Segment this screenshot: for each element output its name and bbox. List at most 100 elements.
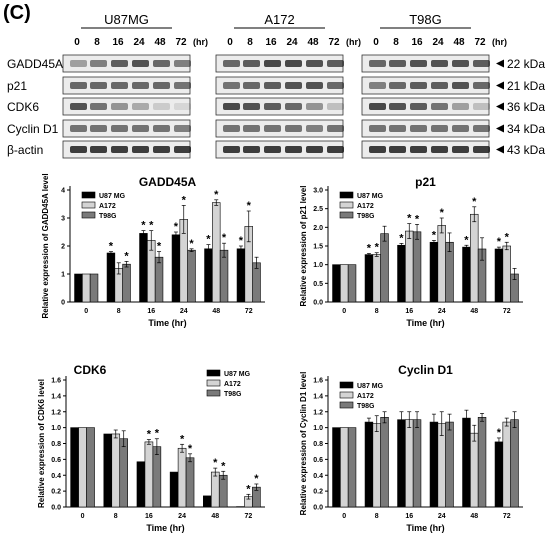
molecular-weight-label: 34 kDa	[507, 122, 545, 136]
x-tick-label: 8	[117, 308, 121, 315]
y-axis-label: Relative expression of p21 level	[299, 186, 308, 307]
blot-band	[70, 103, 87, 110]
timepoint-label: 0	[74, 37, 80, 48]
significance-marker: *	[472, 196, 477, 208]
significance-marker: *	[124, 250, 129, 262]
arrow-icon	[496, 124, 504, 133]
x-tick-label: 48	[212, 308, 220, 315]
significance-marker: *	[180, 433, 185, 445]
blot-band	[174, 60, 191, 67]
y-tick-label: 0.0	[51, 505, 61, 512]
bar	[412, 419, 422, 508]
blot-band	[306, 82, 323, 89]
bar	[412, 231, 422, 303]
legend-swatch	[81, 211, 96, 219]
bar	[437, 423, 446, 508]
timepoint-label: 48	[154, 37, 166, 48]
bar	[445, 421, 454, 508]
blot-strip	[62, 97, 191, 116]
bar	[502, 421, 511, 508]
legend-label: A172	[224, 381, 241, 388]
blot-band	[264, 60, 281, 67]
y-tick-label: 0.8	[313, 441, 323, 448]
bar	[380, 417, 389, 508]
x-tick-label: 16	[147, 308, 155, 315]
y-tick-label: 4	[61, 188, 65, 195]
blot-band	[389, 60, 406, 67]
blot-band	[264, 103, 281, 110]
chart-title: CDK6	[74, 363, 107, 377]
legend-label: U87 MG	[99, 193, 126, 200]
significance-marker: *	[415, 213, 420, 225]
blot-band	[90, 125, 107, 132]
legend-swatch	[339, 391, 354, 399]
timepoint-label: 24	[432, 37, 444, 48]
blot-band	[452, 82, 469, 89]
blot-band	[153, 125, 170, 132]
chart-2: CDK6 0.0 0.2 0.4 0.6 0.8 1.0 1.2 1.4 1.6 Relative …	[37, 363, 265, 533]
chart-title: GADD45A	[139, 175, 197, 189]
bar	[218, 474, 228, 508]
cell-line-label: T98G	[409, 12, 442, 27]
significance-marker: *	[174, 221, 179, 233]
blot-band	[452, 125, 469, 132]
bar	[185, 457, 195, 508]
bar	[122, 263, 131, 303]
x-tick-label: 16	[145, 513, 153, 520]
significance-marker: *	[440, 207, 445, 219]
bar	[364, 421, 374, 508]
bar	[204, 248, 213, 303]
y-tick-label: 1.2	[51, 409, 61, 416]
blot-band	[223, 60, 240, 67]
chart-title: p21	[415, 175, 436, 189]
y-tick-label: 1.0	[313, 425, 323, 432]
y-tick-label: 2.0	[313, 225, 323, 232]
x-tick-label: 16	[405, 308, 413, 315]
timepoint-label: 16	[265, 37, 277, 48]
legend-swatch	[339, 401, 354, 409]
y-axis-label: Relative expression of GADD45A level	[41, 173, 50, 318]
significance-marker: *	[155, 428, 160, 440]
blot-band	[389, 125, 406, 132]
significance-marker: *	[497, 427, 502, 439]
blot-band	[306, 103, 323, 110]
bar	[397, 419, 406, 508]
significance-marker: *	[432, 229, 437, 241]
blot-band	[473, 103, 490, 110]
blot-band	[174, 103, 191, 110]
bar	[82, 273, 91, 303]
molecular-weight-label: 22 kDa	[507, 57, 545, 71]
blot-band	[243, 125, 260, 132]
molecular-weight-label: 21 kDa	[507, 79, 545, 93]
significance-marker: *	[188, 443, 193, 455]
bar	[103, 433, 113, 508]
time-unit-label: (hr)	[346, 37, 361, 47]
x-tick-label: 72	[245, 308, 253, 315]
chart-3: Cyclin D1 0.0 0.2 0.4 0.6 0.8 1.0 1.2 1.4 1.6 Rela…	[299, 363, 523, 533]
blot-band	[327, 82, 344, 89]
blot-band	[153, 60, 170, 67]
x-tick-label: 72	[245, 513, 253, 520]
bar	[405, 230, 414, 303]
bar	[139, 233, 148, 303]
bar	[470, 213, 479, 303]
bar	[364, 254, 374, 303]
blot-band	[153, 82, 170, 89]
x-tick-label: 0	[81, 513, 85, 520]
blot-band	[327, 125, 344, 132]
legend-swatch	[206, 379, 221, 387]
legend-label: A172	[357, 203, 374, 210]
protein-label: CDK6	[7, 100, 39, 114]
bar	[169, 471, 179, 508]
timepoint-label: 48	[453, 37, 465, 48]
bar	[187, 249, 196, 303]
arrow-icon	[496, 145, 504, 154]
bar	[494, 441, 504, 508]
chart-title: Cyclin D1	[398, 363, 453, 377]
legend-label: T98G	[224, 391, 242, 398]
bar	[154, 256, 164, 303]
bar	[462, 417, 471, 508]
blot-band	[431, 82, 448, 89]
blot-band	[90, 146, 107, 153]
blot-band	[369, 146, 386, 153]
